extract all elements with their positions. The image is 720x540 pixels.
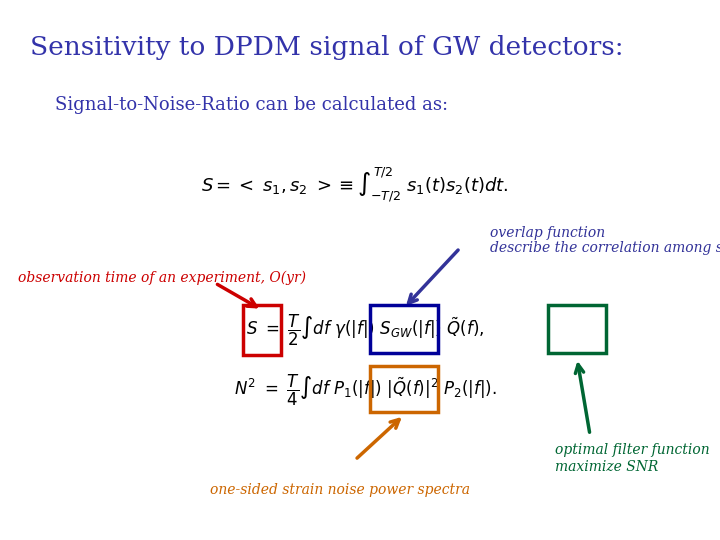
Text: observation time of an experiment, O(yr): observation time of an experiment, O(yr) [18, 271, 306, 285]
Bar [548, 305, 606, 353]
Text: one-sided strain noise power spectra: one-sided strain noise power spectra [210, 483, 470, 497]
Bar [370, 366, 438, 412]
Text: $N^2\ =\ \dfrac{T}{4}\int df\ P_1(|f|)\ |\tilde{Q}(f)|^2\ P_2(|f|).$: $N^2\ =\ \dfrac{T}{4}\int df\ P_1(|f|)\ … [233, 373, 497, 408]
Text: Signal-to-Noise-Ratio can be calculated as:: Signal-to-Noise-Ratio can be calculated … [55, 96, 448, 114]
Bar [243, 305, 281, 355]
Text: maximize SNR: maximize SNR [555, 460, 658, 474]
Text: Sensitivity to DPDM signal of GW detectors:: Sensitivity to DPDM signal of GW detecto… [30, 36, 624, 60]
Text: $S =<\ s_1, s_2\ >\equiv \int_{-T/2}^{T/2}\ s_1(t)s_2(t)dt.$: $S =<\ s_1, s_2\ >\equiv \int_{-T/2}^{T/… [201, 166, 509, 204]
Text: describe the correlation among sites: describe the correlation among sites [490, 241, 720, 255]
Text: optimal filter function: optimal filter function [555, 443, 710, 457]
Text: overlap function: overlap function [490, 226, 605, 240]
Text: $S\ =\ \dfrac{T}{2}\int df\ \gamma(|f|)\ S_{GW}(|f|)\ \tilde{Q}(f),$: $S\ =\ \dfrac{T}{2}\int df\ \gamma(|f|)\… [246, 313, 484, 348]
Bar [370, 305, 438, 353]
